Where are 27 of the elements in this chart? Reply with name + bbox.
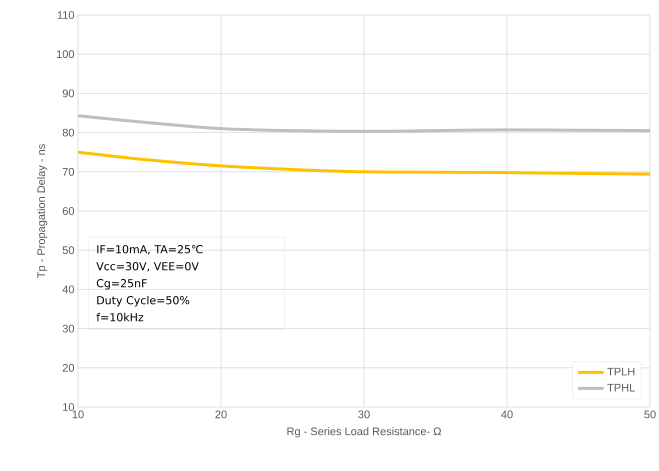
- annotation: Vcc=30V, VEE=0V: [96, 262, 199, 272]
- x-tick-label: 10: [72, 410, 84, 418]
- legend-label: TPHL: [607, 384, 635, 392]
- x-axis-title: Rg - Series Load Resistance- Ω: [287, 427, 441, 438]
- y-tick-label: 60: [62, 207, 74, 215]
- annotation: IF=10mA, TA=25℃: [97, 245, 203, 255]
- legend-label: TPLH: [607, 368, 634, 376]
- y-tick-label: 70: [62, 168, 74, 176]
- x-tick-label: 40: [501, 410, 513, 418]
- y-tick-label: 20: [62, 364, 74, 372]
- annotation: Duty Cycle=50%: [97, 296, 190, 307]
- y-tick-label: 30: [62, 324, 74, 332]
- y-tick-label: 90: [62, 89, 74, 98]
- y-tick-label: 100: [56, 50, 74, 58]
- x-tick-label: 30: [358, 410, 370, 418]
- x-tick-label: 50: [644, 410, 656, 418]
- y-tick-label: 50: [62, 246, 74, 254]
- annotation: Cg=25nF: [96, 279, 147, 290]
- y-tick-label: 110: [58, 11, 74, 19]
- x-tick-label: 20: [215, 410, 227, 418]
- line-series: [78, 114, 650, 133]
- y-axis-title: Tp - Propagation Delay - ns: [37, 144, 48, 278]
- y-tick-label: 10: [63, 403, 74, 411]
- annotation: f=10kHz: [96, 312, 144, 322]
- line-series: [78, 150, 650, 176]
- y-tick-label: 40: [62, 285, 74, 294]
- y-tick-label: 80: [62, 128, 74, 136]
